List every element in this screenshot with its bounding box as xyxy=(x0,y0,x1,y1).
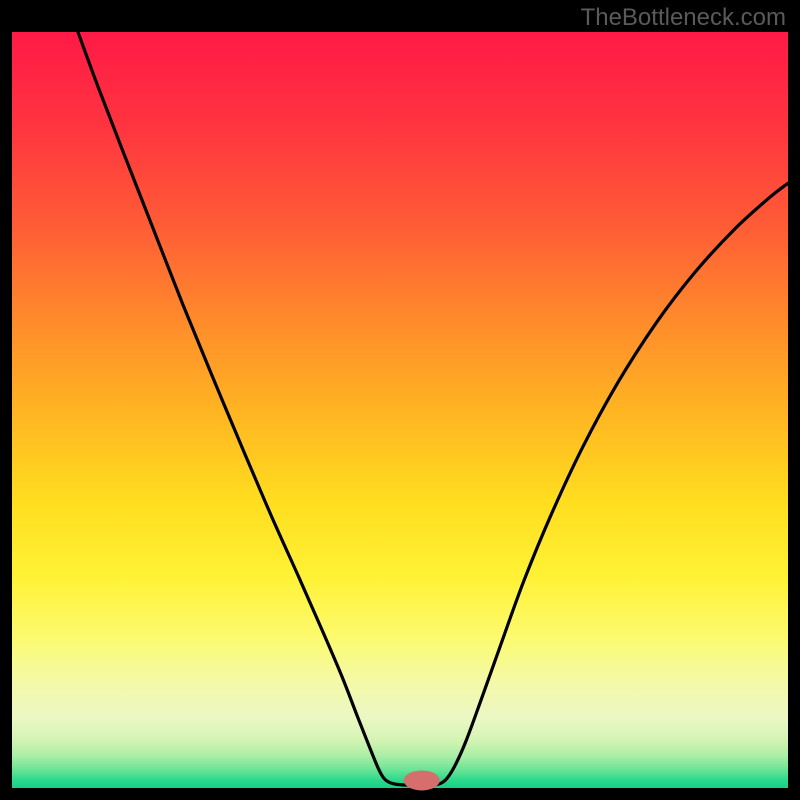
bottleneck-chart xyxy=(0,0,800,800)
chart-container: { "watermark": { "text": "TheBottleneck.… xyxy=(0,0,800,800)
plot-background xyxy=(12,32,788,788)
watermark-text: TheBottleneck.com xyxy=(581,4,786,32)
minimum-marker xyxy=(404,770,440,790)
